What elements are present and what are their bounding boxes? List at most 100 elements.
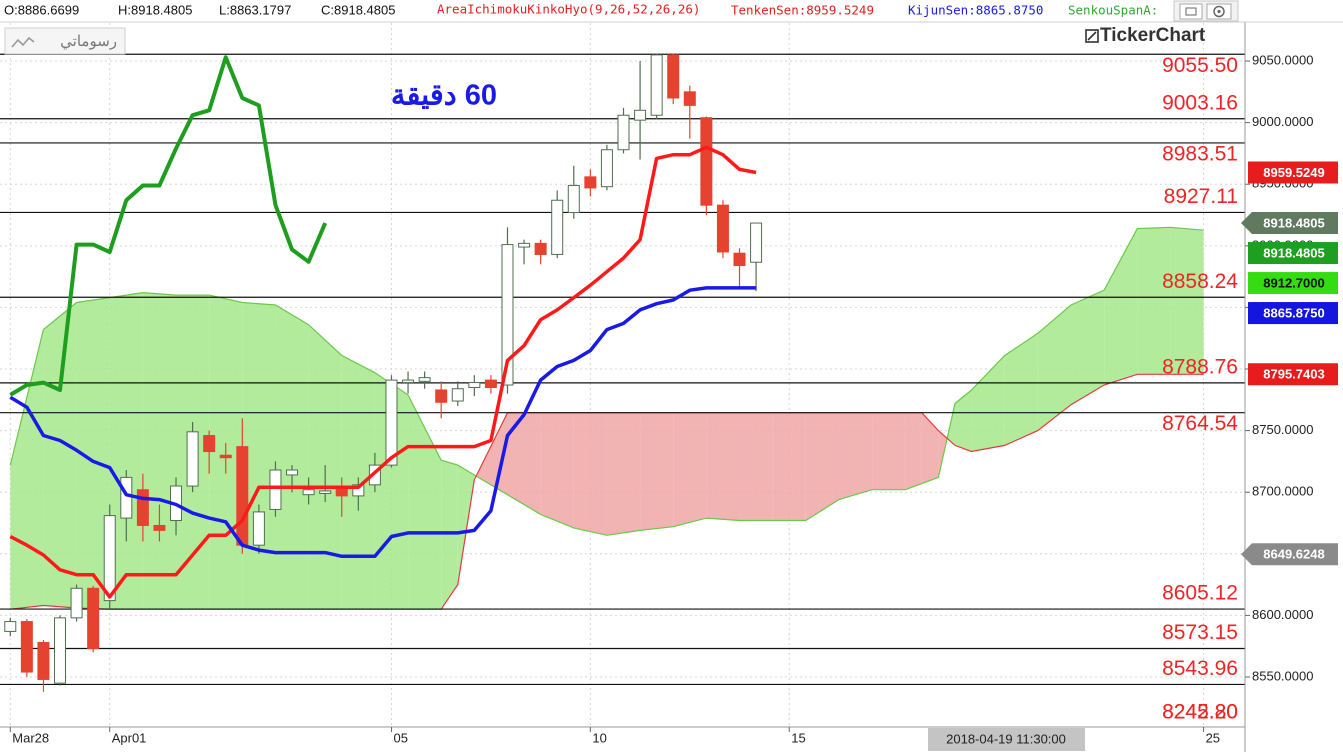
candle-body: [501, 244, 514, 386]
senkou-span-a: [9, 226, 1204, 536]
candle-body: [203, 435, 216, 453]
level-label: 9055.50: [1162, 54, 1238, 77]
price-tag: [1248, 242, 1338, 265]
cloud-fill: [606, 412, 641, 536]
price-tag: [1248, 272, 1338, 295]
x-tick-label: Apr01: [112, 730, 147, 745]
candles: [4, 53, 763, 692]
level-label: 8764.54: [1162, 412, 1238, 435]
cloud-fill: [540, 412, 574, 528]
candle-body: [385, 379, 398, 466]
candle-body: [402, 379, 415, 384]
price-tag-label: 8649.6248: [1263, 547, 1324, 562]
price-tag-label: 8865.8750: [1263, 305, 1324, 320]
candle-body: [186, 431, 199, 487]
candle-body: [20, 621, 33, 673]
candle-body: [484, 379, 497, 388]
high-text: H:8918.4805: [118, 2, 192, 17]
price-tag-label: 8959.5249: [1263, 165, 1324, 180]
level-label: 8788.76: [1162, 355, 1238, 378]
y-tick-label: 8750.0000: [1252, 422, 1313, 437]
cloud-fill: [805, 412, 839, 521]
candle-body: [667, 54, 680, 99]
cloud-fill: [838, 412, 873, 500]
x-tick-label: Mar28: [12, 730, 49, 745]
settings-icon: [1213, 5, 1225, 18]
candle-body: [219, 454, 232, 459]
level-label: 9003.16: [1162, 91, 1238, 114]
indicator-lines: [9, 55, 757, 599]
candle-body: [418, 377, 431, 382]
price-tag-label: 8918.4805: [1263, 245, 1324, 260]
candle-body: [368, 464, 381, 486]
candle-body: [468, 382, 481, 388]
x-tick-label: 15: [791, 730, 805, 745]
candle-body: [518, 242, 531, 248]
cloud-fill: [374, 372, 409, 610]
y-tick-label: 8600.0000: [1252, 607, 1313, 622]
cloud-fill: [1104, 228, 1138, 386]
settings-icon-center: [1217, 9, 1221, 14]
senkou-text: SenkouSpanA:: [1068, 3, 1158, 18]
drawings-label: رسوماتي: [60, 33, 117, 50]
cloud-fill: [1004, 333, 1038, 446]
candle-body: [700, 117, 713, 206]
drawings-button[interactable]: رسوماتي: [4, 27, 126, 55]
brand-icon-stroke: [1087, 31, 1097, 41]
brand-name: TickerChart: [1100, 25, 1206, 46]
cloud-fill: [441, 460, 458, 610]
level-label: 8543.96: [1162, 657, 1238, 680]
low-text: L:8863.1797: [219, 2, 291, 17]
price-tag: [1241, 212, 1338, 235]
candle-body: [236, 446, 249, 546]
chart-title: 60 دقيقة: [391, 80, 497, 112]
level-label: 8927.11: [1164, 185, 1238, 208]
drawings-button-box[interactable]: [4, 27, 126, 55]
cloud-fill: [640, 412, 674, 531]
candle-body: [302, 489, 315, 496]
cloud-fill: [954, 389, 972, 452]
drawings-icon: [11, 36, 35, 48]
cloud-fill: [1037, 304, 1071, 431]
candle-body: [37, 641, 50, 680]
cloud-fill: [673, 412, 707, 527]
cloud-fill: [921, 412, 939, 484]
crosshair-label: 2018-04-19 11:30:00: [946, 731, 1066, 746]
candle-body: [634, 109, 647, 121]
candle-body: [103, 515, 116, 602]
price-tags: 8959.5249 8918.4805 8918.4805 8912.7000 8865…: [1241, 161, 1338, 566]
y-tick-label: 9000.0000: [1252, 114, 1313, 129]
candle-body: [534, 242, 547, 255]
candle-body: [70, 587, 83, 619]
candle-body: [352, 484, 365, 497]
candle-body: [286, 469, 299, 476]
candle-body: [120, 476, 133, 519]
x-tick-label: 10: [592, 730, 606, 745]
candle-body: [87, 587, 100, 650]
price-tag-label: 8918.4805: [1263, 215, 1324, 230]
candle-body: [54, 617, 67, 684]
price-tag: [1248, 302, 1338, 325]
cloud-fill: [1070, 290, 1105, 405]
candle-body: [153, 524, 166, 531]
close-text: C:8918.4805: [321, 2, 395, 17]
cloud: [9, 226, 1204, 610]
level-label: 8605.12: [1162, 582, 1238, 605]
price-tag: [1248, 363, 1338, 386]
candle-body: [617, 114, 630, 151]
cloud-fill: [408, 394, 442, 610]
cloud-fill: [275, 304, 309, 610]
y-tick-label: 9050.0000: [1252, 52, 1313, 67]
cloud-fill: [507, 412, 541, 515]
y-tick-label: 8700.0000: [1252, 484, 1313, 499]
crosshair-label-box: [928, 728, 1085, 751]
cloud-fill: [706, 412, 740, 521]
cloud-fill: [109, 292, 143, 610]
candle-body: [683, 91, 696, 106]
cloud-fill: [573, 412, 607, 536]
level-labels: 9055.50 9003.16 8983.51 8927.11 8858.24 8788.…: [1162, 54, 1238, 724]
x-tick-label: 05: [393, 730, 407, 745]
candle-body: [551, 199, 564, 255]
cloud-fill: [76, 297, 110, 610]
maximize-button[interactable]: [1179, 3, 1203, 20]
